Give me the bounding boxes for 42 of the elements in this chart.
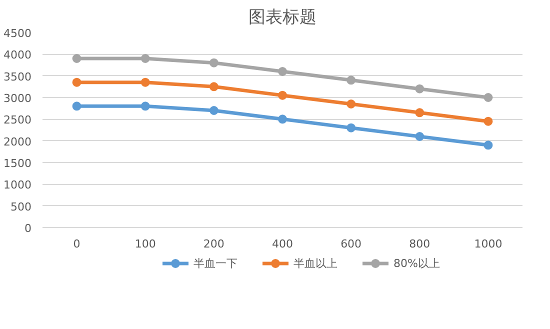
point [209,106,218,115]
point [278,114,287,124]
y-tick-label: 0 [24,222,32,235]
y-tick-label: 2000 [4,135,32,148]
y-tick-label: 4000 [4,48,32,62]
legend-label: 半血一下 [194,257,238,270]
point [209,82,218,92]
y-tick-label: 2500 [4,114,32,127]
point [484,93,493,102]
point [72,78,82,87]
point [209,58,218,68]
point [346,123,356,132]
x-tick-label: 600 [340,238,362,250]
point [140,54,150,63]
x-tick-label: 100 [134,238,156,250]
point [346,76,356,85]
x-tick-label: 0 [73,238,80,250]
point [72,102,82,111]
point [415,132,424,141]
y-tick-label: 1500 [4,157,32,170]
point [278,67,287,76]
point [140,78,150,87]
point [415,84,424,94]
chart-title: 图表标题 [248,8,316,28]
point [484,140,493,150]
point [415,108,424,118]
x-tick-label: 800 [409,238,430,250]
point [346,100,356,108]
legend-label: 半血以上 [294,257,338,270]
y-tick-label: 500 [10,200,32,214]
x-tick-label: 200 [203,238,224,250]
point [72,54,82,63]
x-tick-label: 1000 [474,238,502,250]
point [278,90,287,100]
x-tick-label: 400 [272,238,293,250]
legend-label: 80%以上 [394,257,440,270]
y-tick-label: 3500 [4,70,32,84]
y-tick-label: 1000 [4,178,32,192]
point [140,102,150,111]
y-tick-label: 4500 [4,27,32,40]
point [484,116,493,126]
y-tick-label: 3000 [4,92,32,105]
